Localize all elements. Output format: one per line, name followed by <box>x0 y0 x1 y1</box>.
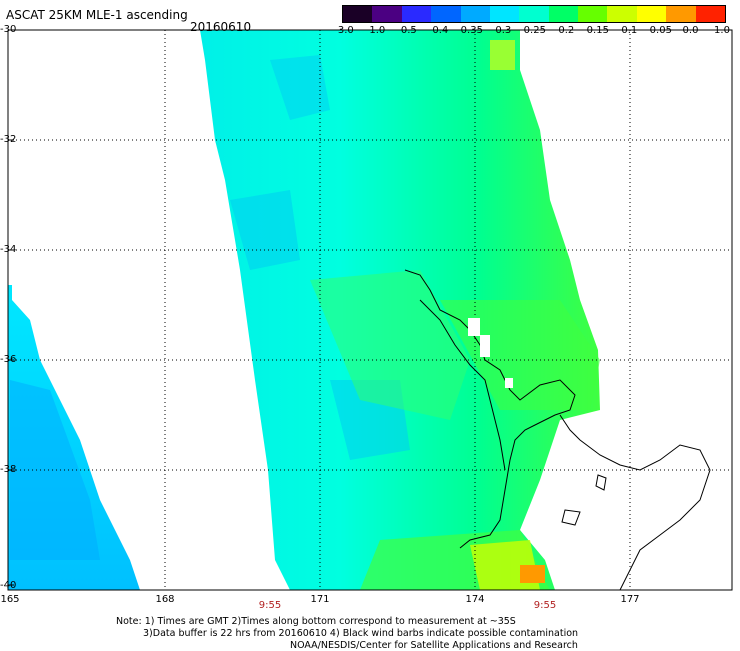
missing-data-3 <box>505 378 513 388</box>
coastline-east <box>559 414 711 591</box>
lon-label: 174 <box>465 594 485 605</box>
lat-label: -30 <box>0 24 17 35</box>
note-line-2: 3)Data buffer is 22 hrs from 20160610 4)… <box>143 628 579 639</box>
colorbar-segment <box>548 6 579 22</box>
colorbar-label: -0.5 <box>397 25 417 36</box>
lat-label: -40 <box>0 580 17 591</box>
swath-patch-orange <box>520 565 545 583</box>
colorbar-segment <box>460 6 491 22</box>
swath-patch-blue-1 <box>270 55 330 120</box>
colorbar-segment <box>401 6 432 22</box>
note-line-1: Note: 1) Times are GMT 2)Times along bot… <box>116 616 516 627</box>
time-label: 9:55 <box>258 600 282 611</box>
colorbar-segment <box>578 6 608 22</box>
chart-date: 20160610 <box>190 20 252 34</box>
missing-data-1 <box>468 318 480 336</box>
colorbar-label: -0.2 <box>554 25 575 36</box>
lon-grid <box>164 30 631 590</box>
lat-grid <box>8 139 732 471</box>
island-1 <box>561 509 581 526</box>
island-2 <box>595 474 607 491</box>
colorbar-segment <box>489 6 520 22</box>
lat-label: -32 <box>0 134 17 145</box>
colorbar-segment <box>695 6 726 22</box>
lon-label: 177 <box>620 594 640 605</box>
swath-patch-yellow-top <box>490 40 515 70</box>
coastline-north-island <box>404 269 576 549</box>
colorbar-segment <box>372 6 403 22</box>
swath-patch-blue-2 <box>230 190 300 270</box>
lon-label: 168 <box>155 594 175 605</box>
chart-title: ASCAT 25KM MLE-1 ascending <box>6 8 188 22</box>
colorbar-label: 1.0 <box>714 25 730 36</box>
time-label: 9:55 <box>533 600 557 611</box>
colorbar-segment <box>431 6 462 22</box>
lon-label: 171 <box>310 594 330 605</box>
colorbar-segment <box>666 6 697 22</box>
colorbar-segment <box>636 6 667 22</box>
colorbar-label: -0.15 <box>583 25 609 36</box>
lat-label: -38 <box>0 464 17 475</box>
colorbar-segment <box>519 6 550 22</box>
plot-frame <box>7 29 733 591</box>
colorbar-label: -0.25 <box>520 25 546 36</box>
colorbar <box>342 5 726 23</box>
colorbar-label: -0.4 <box>428 25 449 36</box>
colorbar-segment <box>607 6 638 22</box>
colorbar-label: -0.3 <box>491 25 512 36</box>
colorbar-segment <box>343 6 373 22</box>
swath-left-patch <box>10 380 100 560</box>
lat-label: -36 <box>0 354 17 365</box>
colorbar-label: -0.05 <box>646 25 672 36</box>
coastline-west <box>419 299 506 471</box>
colorbar-label: -3.0 <box>334 25 354 36</box>
missing-data-2 <box>480 335 490 357</box>
lat-ticks <box>8 29 14 586</box>
colorbar-label: -0.1 <box>617 25 638 36</box>
note-line-3: NOAA/NESDIS/Center for Satellite Applica… <box>290 640 578 651</box>
colorbar-label: -0.35 <box>457 25 483 36</box>
colorbar-label: 0.0 <box>682 25 699 36</box>
lon-label: 165 <box>0 594 20 605</box>
lat-label: -34 <box>0 244 17 255</box>
colorbar-label: -1.0 <box>365 25 386 36</box>
swath-patch-green-1 <box>310 270 470 420</box>
